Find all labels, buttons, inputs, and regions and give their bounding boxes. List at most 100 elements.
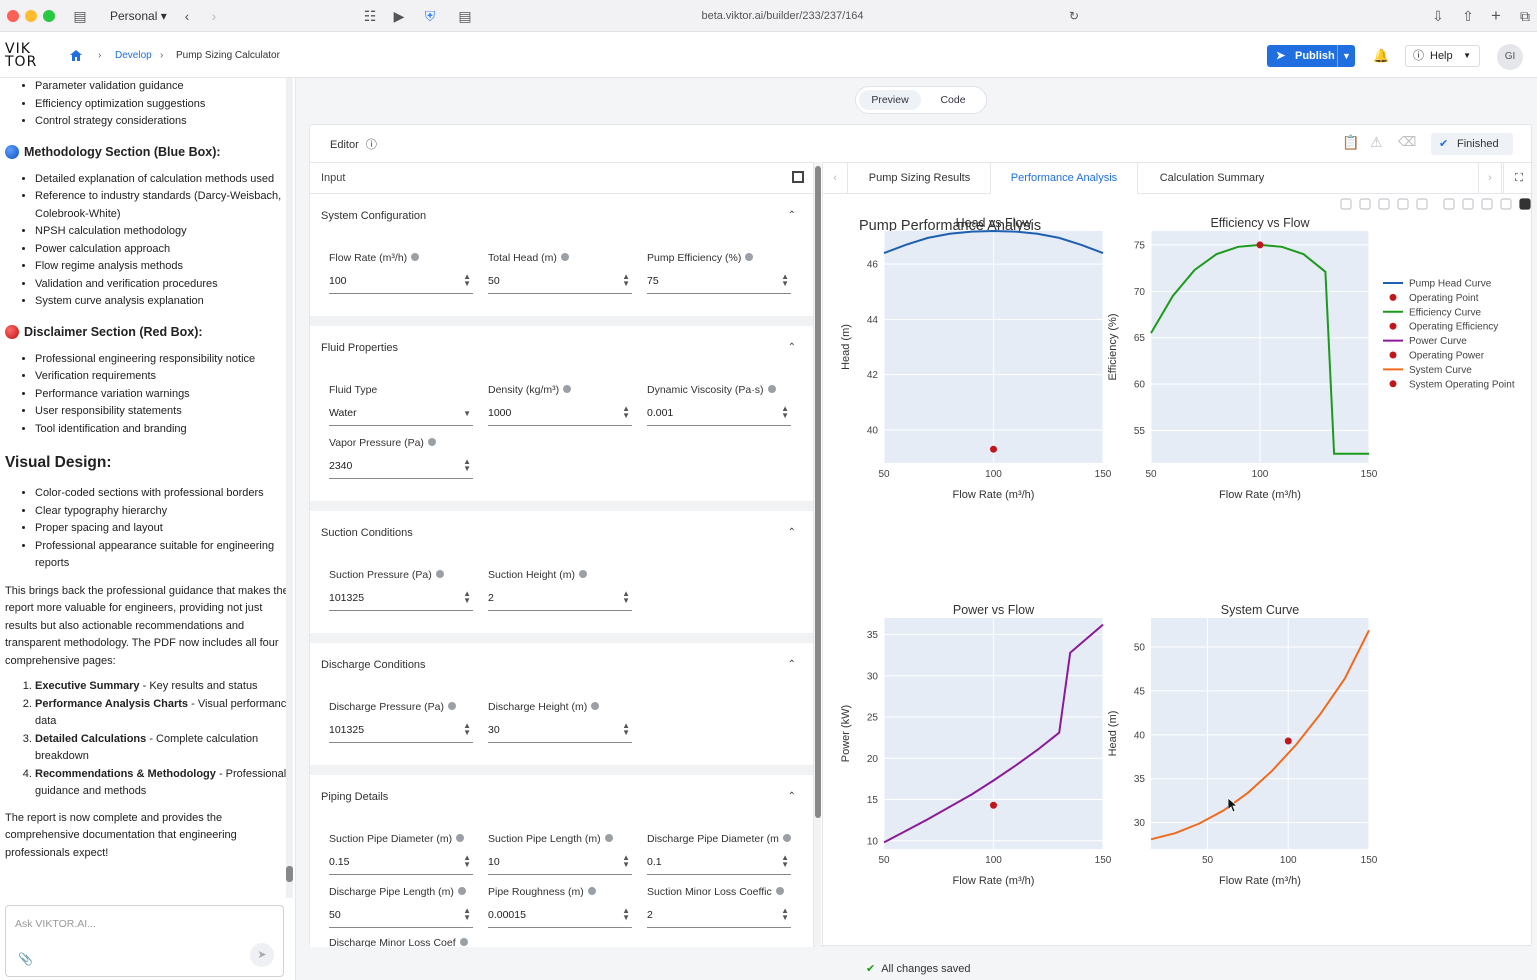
stepper-icon[interactable]: ▲ ▼ bbox=[622, 589, 630, 605]
fullscreen-icon[interactable]: ⛶ bbox=[1503, 163, 1534, 194]
discharge-minor-loss-field[interactable]: Discharge Minor Loss Coef bbox=[329, 937, 473, 947]
plotly-logo-icon[interactable] bbox=[1519, 198, 1531, 210]
chevron-up-icon[interactable]: ⌃ bbox=[787, 527, 796, 538]
flow-rate-field[interactable]: Flow Rate (m³/h) 100 ▲ ▼ bbox=[329, 252, 473, 294]
discharge-length-field[interactable]: Discharge Pipe Length (m) 50 ▲ ▼ bbox=[329, 886, 473, 928]
pump-efficiency-input[interactable]: 75 ▲ ▼ bbox=[647, 273, 791, 294]
roughness-field[interactable]: Pipe Roughness (m) 0.00015 ▲ ▼ bbox=[488, 886, 632, 928]
close-window-button[interactable] bbox=[7, 10, 19, 22]
stepper-icon[interactable]: ▲ ▼ bbox=[463, 589, 471, 605]
info-icon[interactable] bbox=[427, 438, 436, 446]
info-icon[interactable] bbox=[767, 385, 776, 393]
info-icon[interactable] bbox=[591, 702, 600, 710]
discharge-height-input[interactable]: 30 ▲ ▼ bbox=[488, 722, 632, 743]
suction-length-input[interactable]: 10 ▲ ▼ bbox=[488, 854, 632, 875]
box-select-icon[interactable] bbox=[1397, 198, 1409, 210]
performance-chart[interactable]: 50 100 150 40 42 44 46 Head vs Flow Flow Rate (m… bbox=[823, 195, 1533, 947]
stepper-icon[interactable]: ▲ ▼ bbox=[463, 457, 471, 473]
info-icon[interactable] bbox=[459, 938, 468, 946]
pump-efficiency-field[interactable]: Pump Efficiency (%) 75 ▲ ▼ bbox=[647, 252, 791, 294]
download-icon[interactable]: ⇩ bbox=[1432, 8, 1444, 24]
roughness-input[interactable]: 0.00015 ▲ ▼ bbox=[488, 907, 632, 928]
stepper-icon[interactable]: ▲ ▼ bbox=[622, 721, 630, 737]
help-button[interactable]: ⓘ Help ▼ bbox=[1405, 45, 1480, 67]
tabs-scroll-left-icon[interactable]: ‹ bbox=[823, 163, 848, 194]
info-icon[interactable] bbox=[604, 834, 613, 842]
stepper-icon[interactable]: ▲ ▼ bbox=[781, 272, 789, 288]
home-icon[interactable] bbox=[1500, 198, 1512, 210]
fluid-type-select[interactable]: Water ▼ bbox=[329, 405, 473, 426]
total-head-field[interactable]: Total Head (m) 50 ▲ ▼ bbox=[488, 252, 632, 294]
info-icon[interactable] bbox=[456, 834, 465, 842]
minimize-window-button[interactable] bbox=[25, 10, 37, 22]
stepper-icon[interactable]: ▲ ▼ bbox=[463, 906, 471, 922]
shield-icon[interactable]: ⛨ bbox=[424, 8, 436, 24]
info-icon[interactable] bbox=[578, 570, 587, 578]
suction-length-field[interactable]: Suction Pipe Length (m) 10 ▲ ▼ bbox=[488, 833, 632, 875]
section-title[interactable]: System Configuration ⌃ bbox=[310, 194, 813, 238]
reader-icon[interactable]: ☷ bbox=[363, 8, 377, 24]
suction-pressure-input[interactable]: 101325 ▲ ▼ bbox=[329, 590, 473, 611]
vapor-pressure-field[interactable]: Vapor Pressure (Pa) 2340 ▲ ▼ bbox=[329, 437, 473, 479]
stepper-icon[interactable]: ▲ ▼ bbox=[622, 906, 630, 922]
suction-pressure-field[interactable]: Suction Pressure (Pa) 101325 ▲ ▼ bbox=[329, 569, 473, 611]
discharge-pressure-input[interactable]: 101325 ▲ ▼ bbox=[329, 722, 473, 743]
chat-scrollbar[interactable] bbox=[286, 78, 293, 898]
home-icon[interactable] bbox=[70, 50, 82, 61]
avatar[interactable]: GI bbox=[1497, 44, 1523, 70]
stepper-icon[interactable]: ▲ ▼ bbox=[463, 721, 471, 737]
tab-calculation-summary[interactable]: Calculation Summary bbox=[1159, 172, 1265, 184]
density-field[interactable]: Density (kg/m³) 1000 ▲ ▼ bbox=[488, 384, 632, 426]
new-tab-icon[interactable]: + bbox=[1491, 6, 1501, 25]
tabs-scroll-right-icon[interactable]: › bbox=[1478, 163, 1502, 194]
share-icon[interactable]: ⇧ bbox=[1462, 8, 1474, 24]
zoom-out-icon[interactable] bbox=[1462, 198, 1474, 210]
viktor-logo[interactable]: VIK TOR bbox=[5, 41, 38, 70]
stepper-icon[interactable]: ▲ ▼ bbox=[781, 853, 789, 869]
input-scrollbar[interactable] bbox=[813, 162, 821, 947]
section-title[interactable]: Fluid Properties ⌃ bbox=[310, 326, 813, 370]
breadcrumb-develop[interactable]: Develop bbox=[115, 50, 152, 61]
clipboard-icon[interactable]: 📋 bbox=[1342, 134, 1360, 150]
profile-selector[interactable]: Personal ▾ bbox=[110, 9, 167, 23]
suction-height-input[interactable]: 2 ▲ ▼ bbox=[488, 590, 632, 611]
viscosity-input[interactable]: 0.001 ▲ ▼ bbox=[647, 405, 791, 426]
suction-minor-loss-input[interactable]: 2 ▲ ▼ bbox=[647, 907, 791, 928]
code-tab[interactable]: Code bbox=[940, 94, 966, 106]
flow-rate-input[interactable]: 100 ▲ ▼ bbox=[329, 273, 473, 294]
publish-dropdown-icon[interactable]: ▼ bbox=[1337, 45, 1355, 67]
tabs-icon[interactable]: ⧉ bbox=[1520, 8, 1530, 24]
input-scrollbar-thumb[interactable] bbox=[815, 166, 821, 818]
zoom-window-button[interactable] bbox=[43, 10, 55, 22]
chevron-up-icon[interactable]: ⌃ bbox=[787, 659, 796, 670]
bell-icon[interactable]: 🔔 bbox=[1373, 48, 1390, 63]
stepper-icon[interactable]: ▲ ▼ bbox=[622, 853, 630, 869]
suction-height-field[interactable]: Suction Height (m) 2 ▲ ▼ bbox=[488, 569, 632, 611]
fluid-type-field[interactable]: Fluid Type Water ▼ bbox=[329, 384, 473, 426]
reload-icon[interactable]: ↻ bbox=[1068, 9, 1080, 23]
stepper-icon[interactable]: ▲ ▼ bbox=[463, 853, 471, 869]
info-icon[interactable] bbox=[435, 570, 444, 578]
tab-pump-sizing-results[interactable]: Pump Sizing Results bbox=[849, 163, 991, 194]
discharge-diameter-input[interactable]: 0.1 ▲ ▼ bbox=[647, 854, 791, 875]
forward-icon[interactable]: › bbox=[211, 8, 217, 24]
vapor-pressure-input[interactable]: 2340 ▲ ▼ bbox=[329, 458, 473, 479]
tab-performance-analysis[interactable]: Performance Analysis bbox=[991, 163, 1138, 194]
media-icon[interactable]: ▶ bbox=[393, 8, 405, 24]
tab-overview-icon[interactable]: ▤ bbox=[458, 8, 472, 24]
info-icon[interactable] bbox=[587, 887, 596, 895]
paperclip-icon[interactable]: 📎 bbox=[18, 952, 33, 966]
total-head-input[interactable]: 50 ▲ ▼ bbox=[488, 273, 632, 294]
info-icon[interactable] bbox=[411, 253, 420, 261]
address-bar[interactable]: beta.viktor.ai/builder/233/237/164 bbox=[480, 5, 1085, 27]
discharge-height-field[interactable]: Discharge Height (m) 30 ▲ ▼ bbox=[488, 701, 632, 743]
publish-button[interactable]: ➤ Publish ▼ bbox=[1267, 45, 1355, 67]
stepper-icon[interactable]: ▲ ▼ bbox=[622, 272, 630, 288]
suction-diameter-input[interactable]: 0.15 ▲ ▼ bbox=[329, 854, 473, 875]
density-input[interactable]: 1000 ▲ ▼ bbox=[488, 405, 632, 426]
suction-minor-loss-field[interactable]: Suction Minor Loss Coeffic 2 ▲ ▼ bbox=[647, 886, 791, 928]
chevron-down-icon[interactable]: ▼ bbox=[463, 409, 471, 418]
expand-icon[interactable] bbox=[792, 171, 804, 183]
section-title[interactable]: Suction Conditions ⌃ bbox=[310, 511, 813, 555]
info-icon[interactable] bbox=[447, 702, 456, 710]
